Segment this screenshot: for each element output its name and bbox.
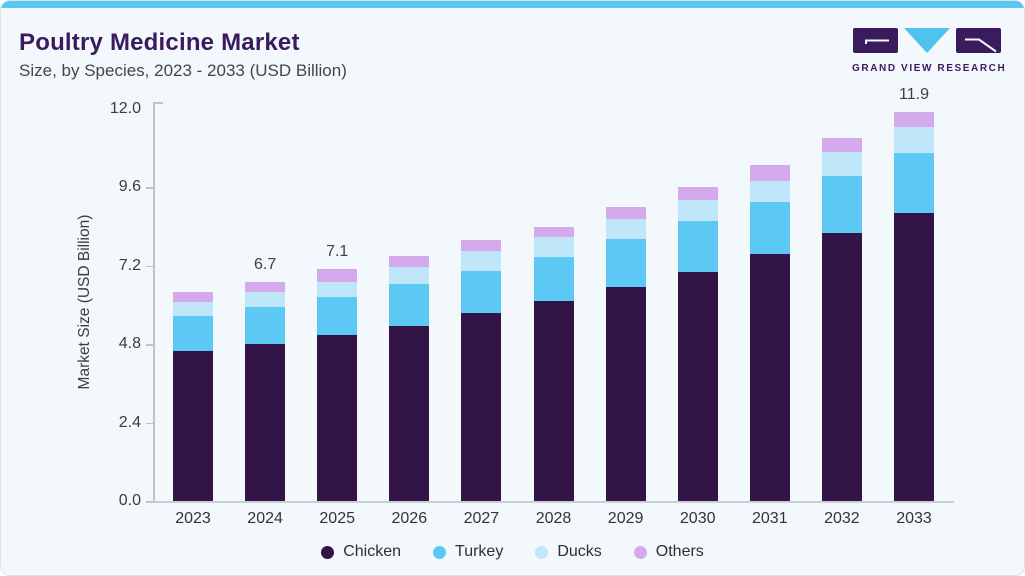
bar-segment-turkey-2026 [389, 283, 430, 326]
legend-item-others: Others [633, 543, 704, 561]
legend-label: Chicken [343, 543, 402, 560]
chicken-swatch-icon [321, 545, 335, 559]
bar-total-label-2024: 6.7 [253, 256, 277, 274]
bar-segment-others-2027 [461, 239, 502, 251]
y-tick-label: 9.6 [118, 178, 141, 196]
y-tick-label: 2.4 [118, 413, 141, 431]
y-tick-mark [146, 344, 153, 346]
bar-segment-ducks-2025 [317, 281, 358, 298]
y-axis-top-cap [153, 102, 163, 104]
bar-segment-turkey-2023 [173, 315, 213, 351]
bar-segment-ducks-2029 [605, 219, 646, 240]
legend: Chicken Turkey Ducks Others [1, 543, 1024, 561]
legend-label: Turkey [455, 543, 504, 560]
bar-segment-turkey-2025 [317, 297, 358, 336]
bar-total-label-2025: 7.1 [326, 243, 349, 261]
bar-segment-others-2026 [389, 256, 430, 268]
bar-segment-others-2033 [894, 112, 934, 128]
bar-segment-chicken-2029 [605, 287, 646, 501]
x-tick-label-2028: 2028 [535, 510, 572, 527]
x-tick-label-2026: 2026 [391, 510, 428, 527]
y-tick-label: 0.0 [118, 492, 141, 509]
gvr-logo-icon [853, 28, 1001, 53]
x-tick-label-2025: 2025 [319, 510, 355, 527]
bar-segment-turkey-2027 [461, 271, 502, 314]
legend-label: Others [655, 543, 704, 560]
bar-segment-chicken-2023 [173, 350, 213, 501]
bar-segment-ducks-2024 [245, 292, 286, 308]
bar-segment-chicken-2031 [749, 254, 790, 501]
bar-segment-chicken-2028 [533, 300, 574, 501]
legend-item-chicken: Chicken [321, 543, 401, 561]
ducks-swatch-icon [535, 545, 549, 559]
bar-segment-others-2025 [317, 269, 358, 282]
bar-segment-others-2029 [605, 207, 646, 220]
x-axis-line [153, 501, 954, 503]
x-tick-label-2032: 2032 [824, 510, 860, 527]
bar-segment-ducks-2031 [749, 180, 790, 202]
bar-segment-ducks-2033 [894, 127, 934, 153]
bar-segment-chicken-2030 [677, 272, 718, 501]
bar-segment-turkey-2030 [677, 221, 718, 272]
bar-segment-others-2028 [533, 226, 574, 238]
bar-segment-others-2031 [749, 164, 790, 181]
y-tick-label: 7.2 [118, 256, 141, 274]
legend-item-turkey: Turkey [433, 543, 503, 561]
bar-segment-ducks-2026 [389, 267, 430, 284]
bar-segment-others-2030 [677, 187, 718, 200]
bar-segment-chicken-2024 [245, 344, 286, 501]
y-tick-mark [146, 422, 153, 425]
bar-segment-chicken-2025 [317, 335, 358, 501]
y-tick-mark [146, 265, 153, 268]
bar-segment-chicken-2027 [461, 313, 502, 501]
bar-segment-chicken-2032 [821, 233, 862, 501]
x-tick-label-2024: 2024 [247, 510, 283, 527]
y-axis-line [153, 102, 155, 501]
others-swatch-icon [633, 545, 647, 559]
bar-segment-others-2032 [821, 138, 862, 153]
bar-segment-others-2024 [245, 282, 286, 293]
turkey-swatch-icon [433, 545, 447, 559]
x-tick-label-2030: 2030 [679, 510, 716, 527]
gvr-logo-text: GRAND VIEW RESEARCH [852, 63, 1007, 74]
y-axis-title: Market Size (USD Billion) [76, 214, 93, 390]
bar-segment-turkey-2029 [605, 239, 646, 288]
bar-segment-ducks-2023 [173, 302, 213, 316]
x-tick-label-2033: 2033 [896, 510, 932, 527]
bar-segment-ducks-2030 [677, 199, 718, 222]
legend-item-ducks: Ducks [535, 543, 602, 561]
bar-segment-turkey-2033 [894, 152, 934, 213]
y-tick-label: 12.0 [109, 100, 141, 117]
bar-segment-turkey-2024 [245, 307, 286, 345]
bar-segment-turkey-2028 [533, 257, 574, 301]
bar-segment-turkey-2032 [821, 175, 862, 234]
bar-total-label-2033: 11.9 [899, 86, 929, 104]
bar-segment-turkey-2031 [749, 201, 790, 255]
y-tick-mark [146, 501, 153, 503]
bar-segment-ducks-2028 [533, 237, 574, 258]
x-tick-label-2027: 2027 [463, 510, 500, 527]
y-tick-label: 4.8 [118, 335, 141, 353]
y-tick-mark [146, 187, 153, 189]
bar-segment-chicken-2033 [894, 212, 934, 501]
top-accent-strip [1, 1, 1024, 8]
bar-segment-chicken-2026 [389, 325, 430, 501]
bar-segment-ducks-2032 [821, 152, 862, 176]
x-tick-label-2029: 2029 [607, 510, 644, 527]
grand-view-research-logo: GRAND VIEW RESEARCH [852, 28, 1007, 74]
page-title: Poultry Medicine Market [19, 29, 300, 56]
x-tick-label-2023: 2023 [175, 510, 211, 527]
x-tick-label-2031: 2031 [752, 510, 788, 527]
page-subtitle: Size, by Species, 2023 - 2033 (USD Billi… [19, 61, 347, 80]
bar-segment-others-2023 [173, 291, 213, 303]
legend-label: Ducks [557, 543, 602, 560]
bar-segment-ducks-2027 [461, 250, 502, 272]
